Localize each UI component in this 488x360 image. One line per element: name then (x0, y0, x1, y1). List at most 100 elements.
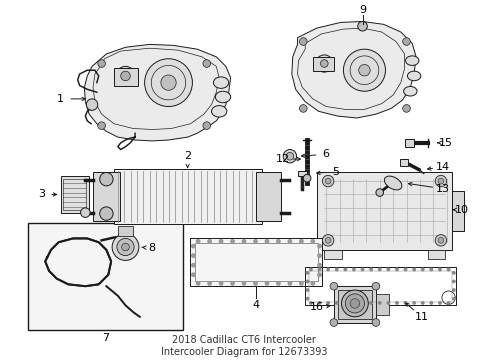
Circle shape (368, 267, 372, 271)
Circle shape (317, 301, 321, 305)
Text: 2018 Cadillac CT6 Intercooler
Intercooler Diagram for 12673393: 2018 Cadillac CT6 Intercooler Intercoole… (161, 335, 326, 356)
Circle shape (360, 267, 364, 271)
Circle shape (144, 59, 192, 107)
Circle shape (298, 281, 303, 286)
Circle shape (100, 172, 113, 186)
Circle shape (371, 282, 379, 290)
Circle shape (341, 290, 367, 317)
Circle shape (377, 267, 381, 271)
Circle shape (241, 239, 246, 244)
Bar (195, 243, 317, 282)
Circle shape (253, 239, 257, 244)
Circle shape (402, 105, 409, 112)
Circle shape (411, 267, 415, 271)
Bar (114, 68, 138, 86)
Circle shape (195, 239, 200, 244)
Circle shape (276, 281, 280, 286)
Bar (399, 159, 407, 166)
Circle shape (303, 174, 310, 182)
Circle shape (351, 301, 355, 305)
Text: 15: 15 (438, 138, 452, 148)
Circle shape (161, 75, 176, 90)
Bar (114, 168, 262, 224)
Circle shape (207, 239, 212, 244)
Circle shape (349, 299, 359, 308)
Circle shape (329, 282, 337, 290)
Polygon shape (291, 22, 415, 118)
Circle shape (403, 267, 407, 271)
Bar (427, 250, 444, 260)
Circle shape (386, 301, 389, 305)
Circle shape (334, 267, 338, 271)
Circle shape (437, 178, 443, 184)
Text: 16: 16 (309, 302, 323, 312)
Circle shape (191, 244, 195, 248)
Circle shape (451, 297, 455, 301)
Circle shape (121, 71, 130, 81)
Circle shape (375, 189, 383, 196)
Bar (312, 57, 333, 71)
Bar (190, 238, 322, 286)
Text: 2: 2 (183, 151, 191, 161)
Text: 11: 11 (414, 312, 428, 322)
Circle shape (345, 294, 364, 313)
Circle shape (230, 239, 234, 244)
Circle shape (276, 239, 280, 244)
Text: 1: 1 (57, 94, 64, 104)
Circle shape (322, 235, 333, 246)
Circle shape (357, 22, 366, 31)
Circle shape (325, 301, 329, 305)
Circle shape (305, 279, 309, 283)
Bar (324, 250, 341, 260)
Circle shape (322, 175, 333, 187)
Circle shape (264, 281, 269, 286)
Text: 9: 9 (358, 5, 366, 15)
Circle shape (298, 239, 303, 244)
Circle shape (317, 273, 321, 277)
Polygon shape (84, 44, 230, 141)
Circle shape (191, 263, 195, 267)
Bar (308, 271, 451, 302)
Circle shape (428, 267, 432, 271)
Circle shape (394, 267, 398, 271)
Bar (256, 171, 281, 221)
Circle shape (308, 301, 312, 305)
Circle shape (287, 281, 292, 286)
Bar (297, 171, 306, 176)
Circle shape (98, 60, 105, 67)
Circle shape (305, 288, 309, 292)
Circle shape (434, 235, 446, 246)
Text: 14: 14 (435, 162, 449, 172)
Circle shape (317, 267, 321, 271)
Ellipse shape (403, 86, 416, 96)
Text: 12: 12 (276, 154, 290, 164)
Circle shape (325, 178, 330, 184)
Circle shape (334, 301, 338, 305)
Circle shape (343, 267, 346, 271)
Circle shape (368, 301, 372, 305)
Circle shape (191, 273, 195, 277)
Circle shape (325, 238, 330, 243)
Circle shape (203, 122, 210, 130)
Circle shape (386, 267, 389, 271)
Circle shape (283, 149, 296, 163)
Circle shape (329, 319, 337, 327)
Circle shape (451, 288, 455, 292)
Circle shape (86, 99, 98, 111)
Circle shape (112, 234, 139, 260)
Circle shape (122, 243, 129, 251)
Circle shape (117, 238, 134, 256)
Circle shape (434, 175, 446, 187)
Circle shape (98, 122, 105, 130)
Circle shape (195, 281, 200, 286)
Circle shape (315, 55, 332, 72)
Circle shape (428, 301, 432, 305)
Bar (61, 176, 89, 213)
Circle shape (377, 301, 381, 305)
Circle shape (317, 244, 321, 248)
Circle shape (317, 253, 321, 258)
Circle shape (451, 279, 455, 283)
Text: 13: 13 (435, 184, 449, 194)
Bar (404, 139, 413, 147)
Ellipse shape (405, 56, 418, 66)
